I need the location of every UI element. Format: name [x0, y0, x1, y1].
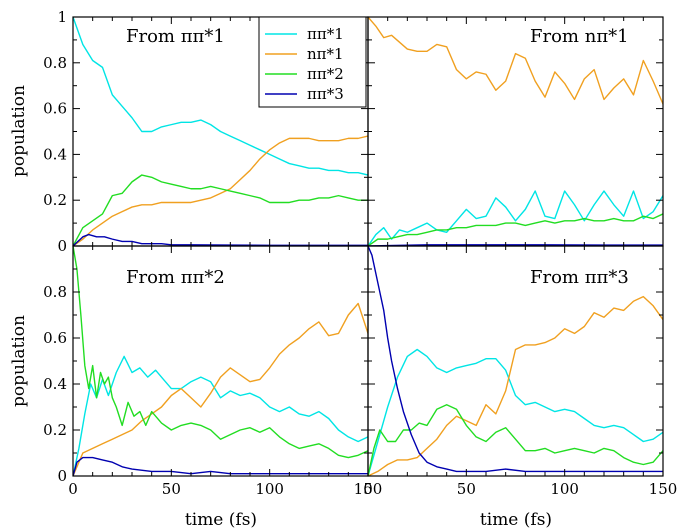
series-line-2 [73, 135, 368, 246]
panel-title: From ππ*3 [530, 267, 629, 288]
series-line-1 [73, 17, 368, 176]
y-tick-label: 0.4 [43, 145, 67, 163]
panel-title: From nπ*1 [530, 26, 629, 47]
series-line-2 [73, 302, 368, 476]
panel-title: From ππ*1 [126, 26, 225, 47]
legend-item: ππ*1 [265, 25, 344, 43]
series-group [368, 246, 663, 476]
series-line-4 [73, 456, 368, 476]
y-tick-label: 0.6 [43, 329, 67, 347]
series-line-4 [368, 244, 663, 246]
panel-3: 0 0.2 0.4 0.6 0.8 0 50 100 150 From ππ*2 [43, 245, 383, 498]
legend-item: nπ*1 [265, 45, 344, 63]
x-tick-label: 0 [68, 480, 78, 498]
series-line-3 [73, 246, 368, 459]
y-tick-label: 0 [57, 237, 67, 255]
y-axis-label-bottom: population [9, 315, 29, 407]
series-line-2 [368, 295, 663, 476]
series-line-3 [73, 174, 368, 246]
series-line-1 [368, 348, 663, 476]
series-group [368, 17, 663, 246]
y-tick-label: 1 [57, 8, 67, 26]
y-tick-label: 0.6 [43, 100, 67, 118]
panel-title: From ππ*2 [126, 267, 225, 288]
y-tick-label: 0.2 [43, 191, 67, 209]
legend-label: ππ*3 [307, 85, 344, 103]
series-group [73, 17, 368, 246]
x-tick-label: 100 [550, 480, 579, 498]
legend-item: ππ*2 [265, 65, 344, 83]
x-tick-label: 150 [649, 480, 678, 498]
series-line-4 [73, 233, 368, 246]
legend-item: ππ*3 [265, 85, 344, 103]
series-group [73, 246, 368, 476]
series-line-3 [368, 213, 663, 246]
legend-label: ππ*1 [307, 25, 344, 43]
series-line-2 [368, 17, 663, 105]
plot-frame [367, 16, 664, 247]
y-tick-label: 0.2 [43, 421, 67, 439]
legend-label: ππ*2 [307, 65, 344, 83]
x-tick-label: 50 [457, 480, 476, 498]
x-tick-label: 150 [354, 480, 383, 498]
x-tick-label: 50 [162, 480, 181, 498]
panel-2: From nπ*1 [367, 16, 664, 247]
x-tick-label: 100 [255, 480, 284, 498]
y-tick-label: 0.4 [43, 375, 67, 393]
y-tick-label: 0.8 [43, 54, 67, 72]
y-tick-label: 0.8 [43, 283, 67, 301]
panel-4: 0 50 100 150 From ππ*3 [363, 245, 678, 498]
y-axis-label-top: population [9, 85, 29, 177]
x-tick-label: 0 [363, 480, 373, 498]
series-line-1 [368, 190, 663, 246]
series-line-4 [368, 246, 663, 473]
x-axis-label-left: time (fs) [185, 510, 257, 529]
series-line-3 [368, 404, 663, 476]
legend-label: nπ*1 [307, 45, 344, 63]
series-line-1 [73, 355, 368, 476]
legend: ππ*1 nπ*1 ππ*2 ππ*3 [258, 16, 367, 108]
legend-box [258, 16, 367, 108]
y-tick-label: 0 [57, 467, 67, 485]
x-axis-label-right: time (fs) [480, 510, 552, 529]
axis-labels-group: population population time (fs) time (fs… [9, 85, 552, 529]
